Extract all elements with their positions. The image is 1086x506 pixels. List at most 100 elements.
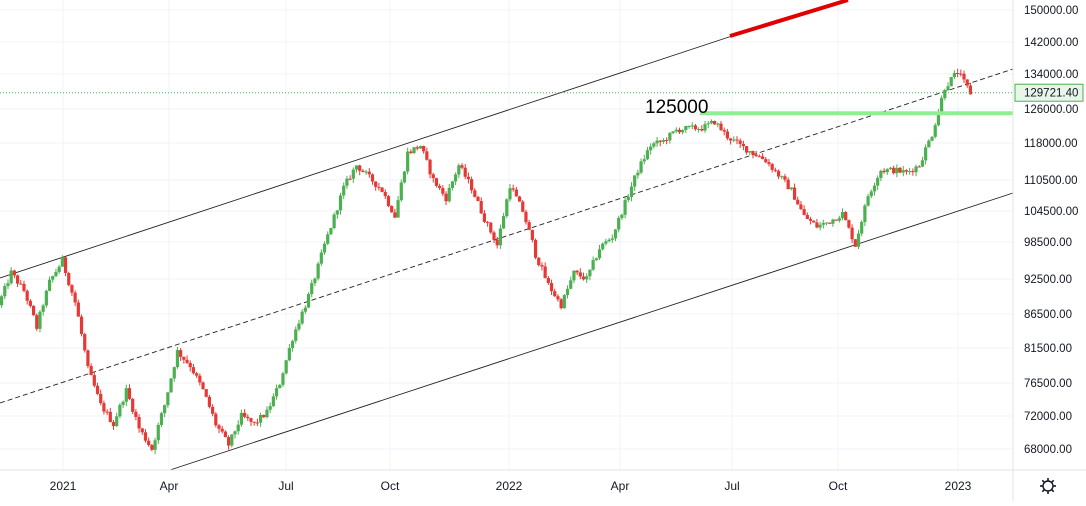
candle-body — [188, 362, 192, 368]
candle-body — [482, 213, 487, 222]
candle-body — [572, 270, 576, 281]
candle-body — [642, 159, 646, 162]
candle-body — [204, 389, 208, 397]
candle-body — [613, 229, 618, 239]
candle-body — [892, 167, 896, 174]
candle-body — [137, 417, 141, 429]
candle-body — [569, 280, 573, 289]
candle-body — [191, 367, 196, 374]
candle-body — [815, 222, 819, 228]
candle-body — [633, 175, 637, 187]
candle-body — [684, 126, 688, 131]
candle-body — [121, 401, 125, 405]
candle-body — [351, 169, 355, 179]
candle-body — [274, 388, 279, 397]
candle-body — [159, 413, 164, 425]
candle-body — [370, 174, 375, 182]
candle-body — [198, 375, 202, 383]
candle-body — [358, 165, 362, 171]
candle-body — [914, 166, 918, 173]
candle-body — [393, 212, 397, 218]
candle-body — [374, 181, 378, 187]
candle-body — [163, 405, 167, 414]
candle-body — [924, 147, 928, 161]
candle-body — [933, 125, 937, 137]
candle-body — [802, 209, 806, 215]
candle-body — [422, 145, 426, 152]
overlay-layer — [0, 0, 1013, 116]
candle-body — [754, 154, 758, 157]
candle-body — [732, 139, 736, 141]
time-tick-label: Apr — [611, 479, 630, 493]
candle-body — [310, 283, 314, 295]
candle-body — [348, 178, 352, 180]
candle-body — [665, 140, 669, 142]
candle-body — [930, 136, 934, 141]
candle-body — [54, 271, 58, 277]
candle-body — [242, 412, 247, 417]
candle-body — [140, 428, 144, 433]
candle-body — [885, 169, 889, 173]
candle-body — [38, 311, 42, 329]
candle-body — [19, 283, 23, 285]
candle-body — [703, 124, 707, 131]
candle-body — [956, 72, 960, 74]
candle-body — [597, 249, 602, 259]
candle-body — [354, 165, 359, 170]
candle-body — [818, 224, 822, 228]
candle-body — [543, 266, 547, 279]
candle-body — [12, 270, 16, 276]
annotation-label: 125000 — [645, 97, 708, 118]
candle-body — [466, 176, 471, 180]
candle-body — [869, 191, 873, 197]
candle-body — [156, 424, 160, 441]
candle-body — [335, 210, 339, 215]
candle-body — [687, 125, 691, 127]
candle-body — [201, 382, 205, 390]
last-price-marker: 129721.40 — [1014, 83, 1084, 102]
candle-body — [514, 189, 518, 197]
time-tick-label: Oct — [381, 479, 400, 493]
candle-body — [521, 201, 525, 212]
candle-body — [927, 140, 931, 148]
candle-body — [850, 227, 854, 240]
candle-body — [946, 86, 950, 91]
candle-body — [786, 179, 790, 190]
candle-body — [796, 199, 800, 205]
candle-body — [748, 151, 752, 153]
candle-body — [511, 188, 515, 190]
candle-body — [207, 396, 212, 407]
candle-body — [719, 123, 723, 131]
candle-body — [530, 229, 534, 240]
time-axis[interactable]: 2021 Apr Jul Oct 2022 Apr Jul Oct 2023 — [50, 479, 972, 493]
candle-body — [725, 131, 730, 139]
price-tick-label: 142000.00 — [1024, 37, 1078, 49]
candle-body — [828, 222, 832, 224]
candle-body — [134, 411, 138, 418]
candle-body — [294, 329, 298, 341]
candle-body — [940, 98, 944, 113]
price-axis[interactable]: 150000.00 142000.00 134000.00 126000.00 1180… — [1024, 5, 1078, 456]
candle-body — [952, 72, 957, 78]
candle-body — [872, 185, 877, 192]
candle-body — [501, 216, 506, 229]
gear-icon[interactable] — [1040, 478, 1056, 494]
candle-body — [412, 147, 416, 153]
candle-body — [108, 411, 112, 423]
candle-body — [505, 199, 509, 217]
candle-body — [431, 174, 435, 179]
last-price-label: 129721.40 — [1024, 88, 1078, 100]
candle-body — [524, 211, 528, 223]
candle-body — [722, 130, 726, 132]
candle-body — [773, 169, 777, 171]
candle-body — [383, 191, 387, 197]
candle-body — [233, 431, 237, 435]
candle-body — [700, 129, 704, 131]
candle-body — [863, 205, 867, 222]
candle-body — [271, 396, 275, 407]
candle-body — [649, 146, 653, 151]
candle-body — [319, 252, 323, 264]
candle-body — [31, 305, 36, 316]
